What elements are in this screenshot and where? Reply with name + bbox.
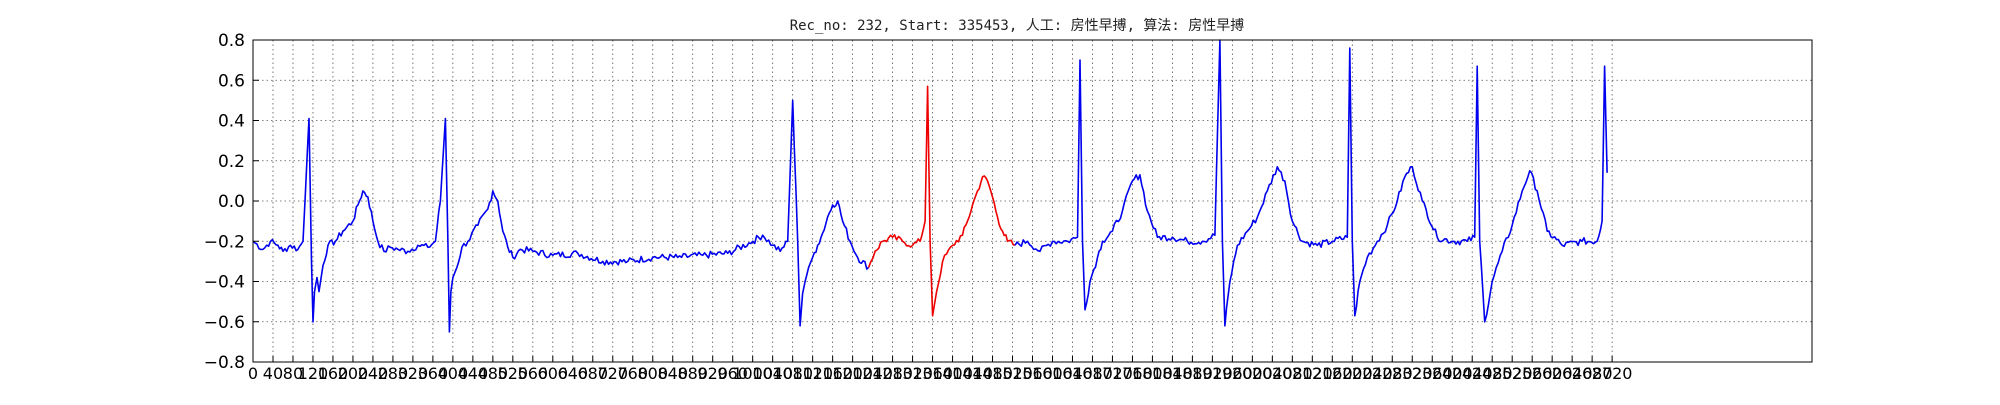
x-tick-label: 1600 xyxy=(1032,364,1073,383)
x-tick-label: 2240 xyxy=(1352,364,1393,383)
x-tick-label: 320 xyxy=(398,364,429,383)
grid xyxy=(253,40,1812,362)
x-tick-label: 560 xyxy=(518,364,549,383)
x-tick-label: 960 xyxy=(717,364,748,383)
x-tick-label: 240 xyxy=(358,364,389,383)
x-tick-label: 280 xyxy=(378,364,409,383)
x-tick-label: 0 xyxy=(248,364,258,383)
x-tick-label: 1880 xyxy=(1172,364,1213,383)
x-tick-label: 1160 xyxy=(812,364,853,383)
x-tick-label: 520 xyxy=(498,364,529,383)
x-tick-label: 160 xyxy=(318,364,349,383)
y-tick-label: 0.2 xyxy=(218,152,245,172)
y-tick-label: −0.8 xyxy=(204,353,245,373)
y-tick-label: 0.6 xyxy=(218,71,245,91)
x-tick-label: 2440 xyxy=(1452,364,1493,383)
x-tick-label: 840 xyxy=(657,364,688,383)
x-tick-label: 1000 xyxy=(732,364,773,383)
x-tick-label: 200 xyxy=(338,364,369,383)
x-tick-label: 1440 xyxy=(952,364,993,383)
x-tick-label: 2560 xyxy=(1512,364,1553,383)
x-tick-label: 640 xyxy=(558,364,589,383)
x-tick-label: 600 xyxy=(538,364,569,383)
x-tick-label: 2160 xyxy=(1312,364,1353,383)
y-tick-label: −0.6 xyxy=(204,313,245,333)
x-tick-label: 1920 xyxy=(1192,364,1233,383)
x-tick-label: 2080 xyxy=(1272,364,1313,383)
x-tick-label: 1120 xyxy=(792,364,833,383)
x-tick-label: 1040 xyxy=(752,364,793,383)
y-tick-label: −0.2 xyxy=(204,232,245,252)
x-tick-label: 400 xyxy=(438,364,469,383)
x-tick-label: 1360 xyxy=(912,364,953,383)
x-tick-label: 800 xyxy=(637,364,668,383)
x-tick-label: 2320 xyxy=(1392,364,1433,383)
x-tick-label: 920 xyxy=(697,364,728,383)
x-tick-label: 2480 xyxy=(1472,364,1513,383)
x-tick-label: 1280 xyxy=(872,364,913,383)
x-tick-label: 1400 xyxy=(932,364,973,383)
x-tick-label: 1480 xyxy=(972,364,1013,383)
x-tick-label: 80 xyxy=(283,364,303,383)
x-tick-label: 1080 xyxy=(772,364,813,383)
x-tick-label: 440 xyxy=(458,364,489,383)
x-tick-label: 2600 xyxy=(1532,364,1573,383)
x-tick-label: 1960 xyxy=(1212,364,1253,383)
x-tick-label: 120 xyxy=(298,364,329,383)
x-axis-ticks: 0 40 8012016020024028032036040044048052056… xyxy=(248,356,1633,383)
ecg-series-line-0 xyxy=(252,99,870,333)
x-tick-label: 1720 xyxy=(1092,364,1133,383)
x-tick-label: 1680 xyxy=(1072,364,1113,383)
x-tick-label: 2360 xyxy=(1412,364,1453,383)
x-tick-label: 1520 xyxy=(992,364,1033,383)
x-tick-label: 480 xyxy=(478,364,509,383)
x-tick-label: 1840 xyxy=(1152,364,1193,383)
y-axis-ticks: −0.8 −0.6 −0.4 −0.2 0.0 0.2 0.4 0.6 0.8 xyxy=(204,31,259,373)
ecg-series-line-1 xyxy=(867,85,1016,317)
x-tick-label: 2640 xyxy=(1552,364,1593,383)
y-tick-label: 0.8 xyxy=(218,31,245,51)
y-tick-label: −0.4 xyxy=(204,273,245,293)
x-tick-label: 1240 xyxy=(852,364,893,383)
x-tick-label: 2200 xyxy=(1332,364,1373,383)
x-tick-label: 1320 xyxy=(892,364,933,383)
x-tick-label: 1560 xyxy=(1012,364,1053,383)
x-tick-label: 2520 xyxy=(1492,364,1533,383)
x-tick-label: 2000 xyxy=(1232,364,1273,383)
x-tick-label: 1760 xyxy=(1112,364,1153,383)
x-tick-label: 760 xyxy=(617,364,648,383)
x-tick-label: 40 xyxy=(263,364,283,383)
x-tick-label: 720 xyxy=(597,364,628,383)
x-tick-label: 680 xyxy=(578,364,609,383)
ecg-series-line-2 xyxy=(1014,39,1608,327)
x-tick-label: 360 xyxy=(418,364,449,383)
x-tick-label: 2400 xyxy=(1432,364,1473,383)
x-tick-label: 1640 xyxy=(1052,364,1093,383)
x-tick-label: 2040 xyxy=(1252,364,1293,383)
x-tick-label: 2720 xyxy=(1592,364,1633,383)
x-tick-label: 2120 xyxy=(1292,364,1333,383)
series-layer xyxy=(252,39,1608,333)
x-tick-label: 880 xyxy=(677,364,708,383)
x-tick-label: 1800 xyxy=(1132,364,1173,383)
y-tick-label: 0.0 xyxy=(218,192,245,212)
x-tick-label: 2280 xyxy=(1372,364,1413,383)
chart-title: Rec_no: 232, Start: 335453, 人工: 房性早搏, 算法… xyxy=(790,17,1245,34)
x-tick-label: 2680 xyxy=(1572,364,1613,383)
x-tick-label: 1200 xyxy=(832,364,873,383)
y-tick-label: 0.4 xyxy=(218,112,245,132)
